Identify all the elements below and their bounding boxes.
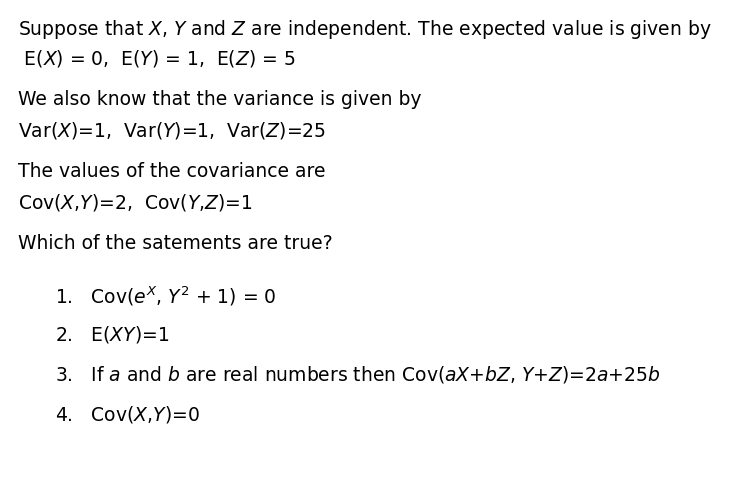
Text: Which of the satements are true?: Which of the satements are true? — [18, 234, 333, 253]
Text: Cov($X$,$Y$)=2,  Cov($Y$,$Z$)=1: Cov($X$,$Y$)=2, Cov($Y$,$Z$)=1 — [18, 192, 252, 213]
Text: 2.   E($XY$)=1: 2. E($XY$)=1 — [55, 324, 169, 345]
Text: The values of the covariance are: The values of the covariance are — [18, 162, 325, 181]
Text: Suppose that $X$, $Y$ and $Z$ are independent. The expected value is given by: Suppose that $X$, $Y$ and $Z$ are indepe… — [18, 18, 712, 41]
Text: 1.   Cov($e^X$, $Y^2$ + 1) = 0: 1. Cov($e^X$, $Y^2$ + 1) = 0 — [55, 284, 276, 307]
Text: We also know that the variance is given by: We also know that the variance is given … — [18, 90, 421, 109]
Text: E($X$) = 0,  E($Y$) = 1,  E($Z$) = 5: E($X$) = 0, E($Y$) = 1, E($Z$) = 5 — [18, 48, 295, 69]
Text: 4.   Cov($X$,$Y$)=0: 4. Cov($X$,$Y$)=0 — [55, 404, 199, 425]
Text: Var($X$)=1,  Var($Y$)=1,  Var($Z$)=25: Var($X$)=1, Var($Y$)=1, Var($Z$)=25 — [18, 120, 326, 141]
Text: 3.   If $a$ and $b$ are real numbers then Cov($aX$+$bZ$, $Y$+$Z$)=2$a$+25$b$: 3. If $a$ and $b$ are real numbers then … — [55, 364, 660, 385]
